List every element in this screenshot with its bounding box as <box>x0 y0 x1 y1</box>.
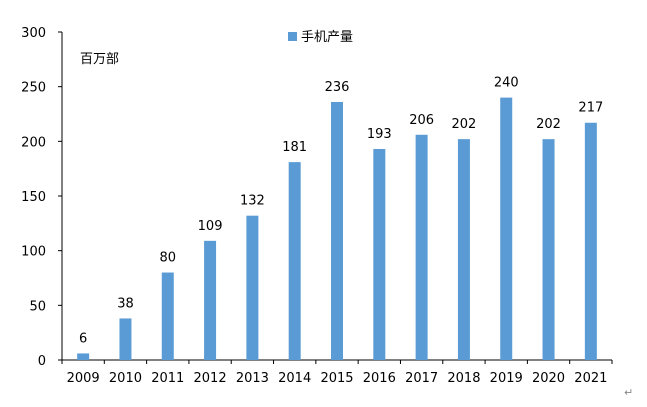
x-tick-label: 2012 <box>194 371 227 386</box>
bar <box>500 97 513 360</box>
y-tick-label: 100 <box>21 245 46 260</box>
data-label: 132 <box>240 194 265 209</box>
bar <box>119 318 132 360</box>
legend-swatch <box>288 32 297 41</box>
y-tick-label: 150 <box>21 190 46 205</box>
legend: 手机产量 <box>288 30 353 45</box>
x-tick-label: 2011 <box>151 371 184 386</box>
bar <box>415 134 428 360</box>
x-tick-label: 2015 <box>320 371 353 386</box>
data-label: 202 <box>536 117 561 132</box>
bar <box>77 353 90 360</box>
legend-label: 手机产量 <box>301 30 353 45</box>
bar <box>246 215 259 360</box>
data-label: 217 <box>578 101 603 116</box>
data-label: 236 <box>325 80 350 95</box>
y-tick-label: 250 <box>21 81 46 96</box>
y-tick-label: 300 <box>21 26 46 41</box>
bar <box>584 122 597 360</box>
x-tick-label: 2021 <box>574 371 607 386</box>
data-label: 193 <box>367 127 392 142</box>
y-tick-label: 200 <box>21 135 46 150</box>
bar <box>204 240 217 360</box>
paragraph-return-mark: ↵ <box>624 386 634 399</box>
y-axis: 0 50 100 150 200 250 300 <box>21 26 63 369</box>
data-labels: 6 38 80 109 132 181 236 193 206 202 240 202 217 <box>79 76 603 347</box>
x-tick-label: 2009 <box>67 371 100 386</box>
x-axis: 2009 2010 2011 2012 2013 2014 2015 2016 2017 2018… <box>61 359 613 386</box>
bars <box>77 97 597 361</box>
x-tick-label: 2020 <box>532 371 565 386</box>
x-tick-label: 2016 <box>363 371 396 386</box>
y-unit-label: 百万部 <box>80 52 119 67</box>
data-label: 80 <box>159 251 176 266</box>
data-label: 6 <box>79 331 87 346</box>
data-label: 38 <box>117 296 134 311</box>
bar <box>331 101 343 361</box>
bar <box>373 148 386 360</box>
y-tick-label: 0 <box>38 354 46 369</box>
bar <box>457 139 470 360</box>
y-tick-label: 50 <box>29 299 46 314</box>
x-tick-label: 2010 <box>109 371 142 386</box>
data-label: 109 <box>198 219 223 234</box>
x-tick-label: 2017 <box>405 371 438 386</box>
data-label: 202 <box>452 117 477 132</box>
data-label: 240 <box>494 76 519 91</box>
x-tick-label: 2013 <box>236 371 269 386</box>
x-tick-label: 2019 <box>490 371 523 386</box>
x-tick-label: 2014 <box>278 371 311 386</box>
bar <box>288 162 301 360</box>
bar <box>542 139 555 360</box>
data-label: 206 <box>409 113 434 128</box>
data-label: 181 <box>282 140 307 155</box>
x-tick-label: 2018 <box>447 371 480 386</box>
bar <box>161 272 174 360</box>
